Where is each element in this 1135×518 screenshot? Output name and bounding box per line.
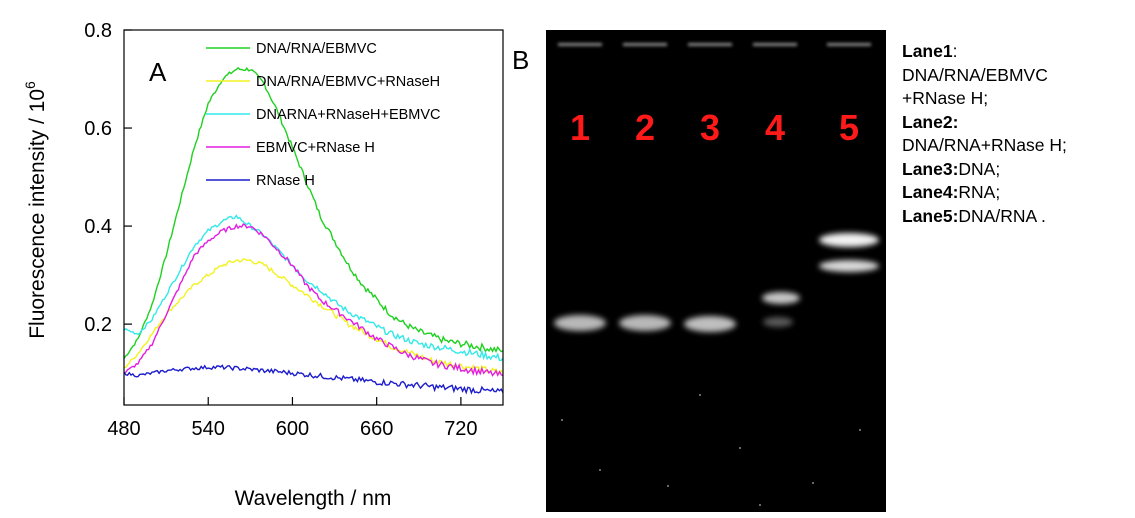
lane-legend-line-7: Lane4:RNA; xyxy=(902,181,1132,205)
panel-a-letter: A xyxy=(149,57,167,87)
legend-label-4: EBMVC+RNase H xyxy=(256,140,375,156)
gel-speckle xyxy=(561,419,563,421)
lane-legend-line-5: DNA/RNA+RNase H; xyxy=(902,134,1132,158)
gel-speckle xyxy=(599,469,601,471)
x-tick-label: 480 xyxy=(107,418,140,440)
lane-legend-line-8: Lane5:DNA/RNA . xyxy=(902,205,1132,229)
lane-legend-text: DNA/RNA . xyxy=(958,205,1046,226)
y-axis-title-exponent: 6 xyxy=(22,81,38,89)
gel-speckle xyxy=(699,394,701,396)
lane-legend-label: Lane2: xyxy=(902,111,959,132)
lane-legend-line-1: Lane1: xyxy=(902,40,1132,64)
gel-speckle xyxy=(859,429,861,431)
gel-speckle xyxy=(667,485,669,487)
gel-speckle xyxy=(759,504,761,506)
y-axis-title: Fluorescence intensity / 106 xyxy=(22,81,49,339)
lane-legend-line-2: DNA/RNA/EBMVC xyxy=(902,64,1132,88)
gel-bands xyxy=(554,233,879,332)
x-axis-title: Wavelength / nm xyxy=(235,487,392,510)
lane-legend-line-6: Lane3:DNA; xyxy=(902,158,1132,182)
band-lane-4-lower xyxy=(763,317,793,327)
lane-legend-label: Lane4: xyxy=(902,182,959,202)
y-tick-label: 0.6 xyxy=(84,118,112,140)
well-4 xyxy=(753,43,797,46)
lane-legend-line-3: +RNase H; xyxy=(902,87,1132,111)
lane-number-5: 5 xyxy=(839,107,859,148)
series-line-3 xyxy=(124,214,503,362)
gel-speckle xyxy=(812,482,814,484)
band-lane-3 xyxy=(684,316,736,332)
series-line-5 xyxy=(124,364,503,395)
well-3 xyxy=(688,43,732,46)
band-lane-5-lower xyxy=(819,260,879,272)
gel-speckles xyxy=(561,394,861,506)
gel-background xyxy=(546,30,886,512)
band-lane-5-upper xyxy=(819,233,879,247)
panel-a-spectrum-chart: 480 540 600 660 720 0.2 0.4 0.6 0.8 DNA/RNA/EBMV… xyxy=(22,20,504,510)
lane-legend-line-4: Lane2: xyxy=(902,111,1132,135)
lane-number-3: 3 xyxy=(700,107,720,148)
well-2 xyxy=(623,43,667,46)
lane-legend-label: Lane3: xyxy=(902,158,959,179)
legend-label-2: DNA/RNA/EBMVC+RNaseH xyxy=(256,74,440,90)
well-5 xyxy=(827,43,871,46)
x-tick-label: 600 xyxy=(276,418,309,440)
band-lane-4-upper xyxy=(762,292,800,304)
x-tick-label: 540 xyxy=(192,418,225,440)
series-line-1 xyxy=(124,66,503,359)
lane-legend: Lane1: DNA/RNA/EBMVC +RNase H; Lane2: DNA/RN… xyxy=(902,40,1132,228)
well-1 xyxy=(558,43,602,46)
lane-legend-text: DNA/RNA/EBMVC xyxy=(902,64,1048,85)
legend-label-5: RNase H xyxy=(256,173,315,189)
legend: DNA/RNA/EBMVC DNA/RNA/EBMVC+RNaseH DNARNA+… xyxy=(206,41,441,189)
gel-speckle xyxy=(739,447,741,449)
y-tick-label: 0.4 xyxy=(84,216,112,238)
series-line-4 xyxy=(124,223,503,377)
lane-legend-label: Lane5: xyxy=(902,205,959,226)
lane-legend-text: RNA; xyxy=(958,182,1001,202)
lane-legend-label: Lane1 xyxy=(902,41,953,61)
lane-numbers: 1 2 3 4 5 xyxy=(570,107,859,148)
axis-ticks: 480 540 600 660 720 0.2 0.4 0.6 0.8 xyxy=(84,20,477,440)
lane-number-2: 2 xyxy=(635,107,655,148)
x-tick-label: 720 xyxy=(444,418,477,440)
lane-legend-text: DNA/RNA+RNase H; xyxy=(902,135,1067,155)
lane-legend-separator: : xyxy=(952,41,958,61)
y-tick-label: 0.8 xyxy=(84,20,112,42)
lane-number-1: 1 xyxy=(570,107,590,148)
panel-b-letter: B xyxy=(512,45,529,75)
panel-b-gel-image: B 1 2 3 4 5 xyxy=(512,30,886,512)
series-line-2 xyxy=(124,258,503,375)
gel-wells xyxy=(558,43,871,46)
y-axis-title-text: Fluorescence intensity / 10 xyxy=(26,89,49,339)
legend-label-3: DNARNA+RNaseH+EBMVC xyxy=(256,107,441,123)
y-tick-label: 0.2 xyxy=(84,314,112,336)
series-group xyxy=(124,66,503,395)
lane-number-4: 4 xyxy=(765,107,785,148)
band-lane-1 xyxy=(554,315,606,331)
band-lane-2 xyxy=(619,315,671,331)
lane-legend-text: DNA; xyxy=(958,158,1001,179)
lane-legend-text: +RNase H; xyxy=(902,88,989,108)
plot-frame xyxy=(123,29,504,406)
legend-label-1: DNA/RNA/EBMVC xyxy=(256,41,377,57)
x-tick-label: 660 xyxy=(360,418,393,440)
